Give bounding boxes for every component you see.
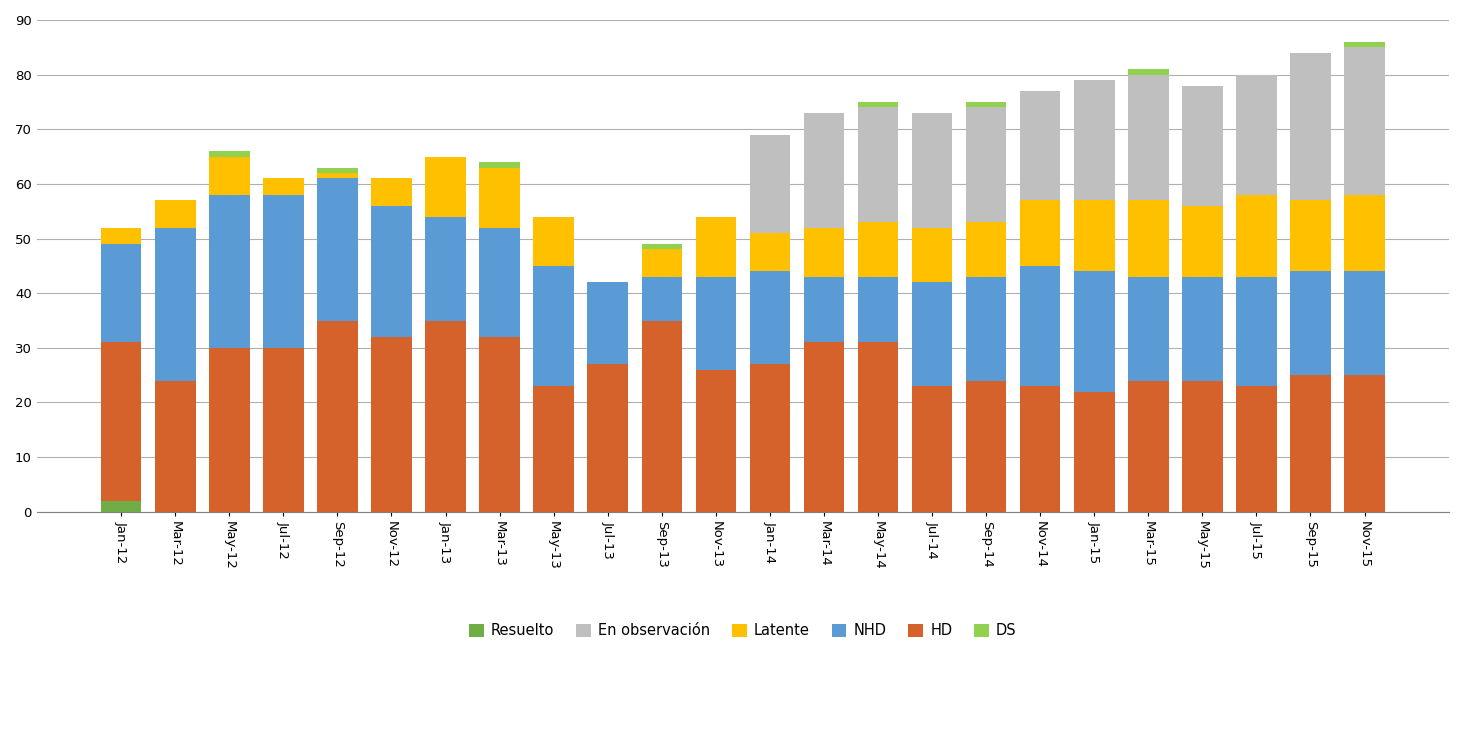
Bar — [1020, 266, 1060, 386]
Legend: Resuelto, En observación, Latente, NHD, HD, DS: Resuelto, En observación, Latente, NHD, … — [463, 617, 1022, 644]
Bar — [1075, 392, 1114, 512]
Bar — [425, 217, 466, 321]
Bar — [1344, 272, 1385, 376]
Bar — [1181, 86, 1222, 206]
Bar — [155, 201, 196, 228]
Bar — [966, 223, 1006, 277]
Bar — [1181, 381, 1222, 512]
Bar — [1290, 53, 1331, 201]
Bar — [479, 168, 520, 228]
Bar — [587, 283, 628, 365]
Bar — [641, 250, 682, 277]
Bar — [858, 102, 899, 108]
Bar — [804, 343, 845, 512]
Bar — [1290, 272, 1331, 376]
Bar — [1020, 386, 1060, 512]
Bar — [425, 321, 466, 512]
Bar — [1290, 201, 1331, 272]
Bar — [1236, 75, 1277, 195]
Bar — [1344, 42, 1385, 48]
Bar — [372, 206, 411, 337]
Bar — [1236, 195, 1277, 277]
Bar — [318, 168, 357, 173]
Bar — [912, 283, 953, 386]
Bar — [912, 228, 953, 283]
Bar — [1129, 75, 1168, 201]
Bar — [695, 370, 736, 512]
Bar — [479, 162, 520, 168]
Bar — [1290, 376, 1331, 512]
Bar — [533, 386, 574, 512]
Bar — [804, 113, 845, 228]
Bar — [264, 195, 303, 348]
Bar — [858, 343, 899, 512]
Bar — [750, 233, 791, 272]
Bar — [101, 343, 142, 501]
Bar — [479, 337, 520, 512]
Bar — [750, 365, 791, 512]
Bar — [533, 266, 574, 386]
Bar — [1129, 70, 1168, 75]
Bar — [264, 348, 303, 512]
Bar — [695, 217, 736, 277]
Bar — [318, 173, 357, 179]
Bar — [1181, 277, 1222, 381]
Bar — [912, 113, 953, 228]
Bar — [1236, 386, 1277, 512]
Bar — [966, 102, 1006, 108]
Bar — [425, 157, 466, 217]
Bar — [1020, 91, 1060, 201]
Bar — [858, 277, 899, 343]
Bar — [1020, 201, 1060, 266]
Bar — [1129, 277, 1168, 381]
Bar — [1344, 195, 1385, 272]
Bar — [101, 501, 142, 512]
Bar — [1344, 48, 1385, 195]
Bar — [1344, 376, 1385, 512]
Bar — [966, 277, 1006, 381]
Bar — [155, 228, 196, 381]
Bar — [1075, 80, 1114, 201]
Bar — [804, 228, 845, 277]
Bar — [101, 228, 142, 244]
Bar — [479, 228, 520, 337]
Bar — [966, 381, 1006, 512]
Bar — [966, 108, 1006, 223]
Bar — [858, 108, 899, 223]
Bar — [533, 217, 574, 266]
Bar — [209, 157, 249, 195]
Bar — [1236, 277, 1277, 386]
Bar — [1075, 201, 1114, 272]
Bar — [641, 321, 682, 512]
Bar — [804, 277, 845, 343]
Bar — [372, 179, 411, 206]
Bar — [318, 179, 357, 321]
Bar — [209, 348, 249, 512]
Bar — [641, 277, 682, 321]
Bar — [264, 179, 303, 195]
Bar — [858, 223, 899, 277]
Bar — [750, 135, 791, 233]
Bar — [155, 381, 196, 512]
Bar — [750, 272, 791, 365]
Bar — [101, 244, 142, 343]
Bar — [372, 337, 411, 512]
Bar — [1129, 381, 1168, 512]
Bar — [209, 151, 249, 157]
Bar — [1181, 206, 1222, 277]
Bar — [912, 386, 953, 512]
Bar — [1129, 201, 1168, 277]
Bar — [587, 365, 628, 512]
Bar — [641, 244, 682, 250]
Bar — [695, 277, 736, 370]
Bar — [1075, 272, 1114, 392]
Bar — [318, 321, 357, 512]
Bar — [209, 195, 249, 348]
